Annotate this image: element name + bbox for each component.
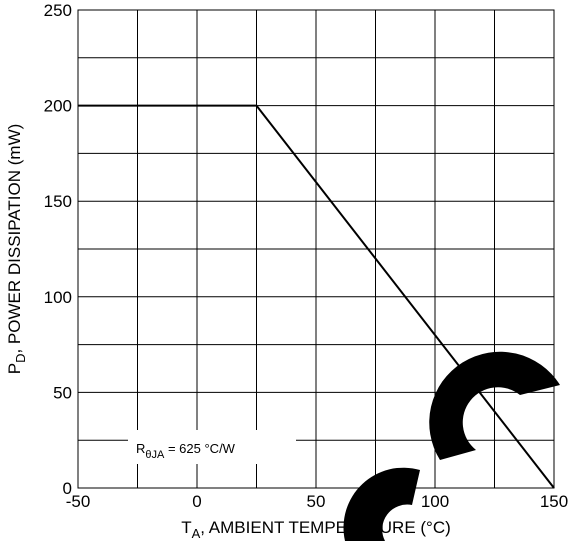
annotation-rest: = 625 °C/W <box>164 441 235 456</box>
annotation-main: R <box>136 441 145 456</box>
x-tick-label: 100 <box>421 492 449 511</box>
y-axis-title-sub: D <box>13 354 28 363</box>
y-tick-label: 200 <box>44 97 72 116</box>
y-tick-label: 50 <box>53 383 72 402</box>
x-tick-label: 50 <box>307 492 326 511</box>
y-tick-label: 0 <box>63 479 72 498</box>
series-line-power-derating <box>78 104 555 489</box>
grid <box>78 10 554 488</box>
annotation-background <box>128 430 296 464</box>
x-axis-title-rest: , AMBIENT TEMPERATURE (°C) <box>200 518 451 537</box>
x-axis-title-main: T <box>181 518 191 537</box>
x-tick-label: 0 <box>192 492 201 511</box>
plot-frame <box>77 9 555 489</box>
x-tick-labels: -50 0 50 100 150 <box>66 492 568 511</box>
y-axis-title: PD, POWER DISSIPATION (mW) <box>5 124 28 375</box>
y-axis-title-main: P <box>5 363 24 374</box>
annotation-sub: θJA <box>145 449 165 461</box>
x-axis-title: TA, AMBIENT TEMPERATURE (°C) <box>181 518 451 541</box>
watermark-arc-large <box>429 351 560 460</box>
y-tick-label: 250 <box>44 1 72 20</box>
y-tick-label: 150 <box>44 192 72 211</box>
y-tick-label: 100 <box>44 288 72 307</box>
annotation-r-theta-ja: RθJA = 625 °C/W <box>128 430 296 464</box>
y-axis-title-rest: , POWER DISSIPATION (mW) <box>5 124 24 354</box>
x-tick-label: -50 <box>66 492 91 511</box>
watermark-arc-small <box>343 467 420 541</box>
watermark <box>343 351 560 541</box>
y-tick-labels: 0 50 100 150 200 250 <box>44 1 72 498</box>
x-tick-label: 150 <box>540 492 568 511</box>
x-axis-title-sub: A <box>192 526 201 541</box>
annotation-text: RθJA = 625 °C/W <box>136 441 236 461</box>
